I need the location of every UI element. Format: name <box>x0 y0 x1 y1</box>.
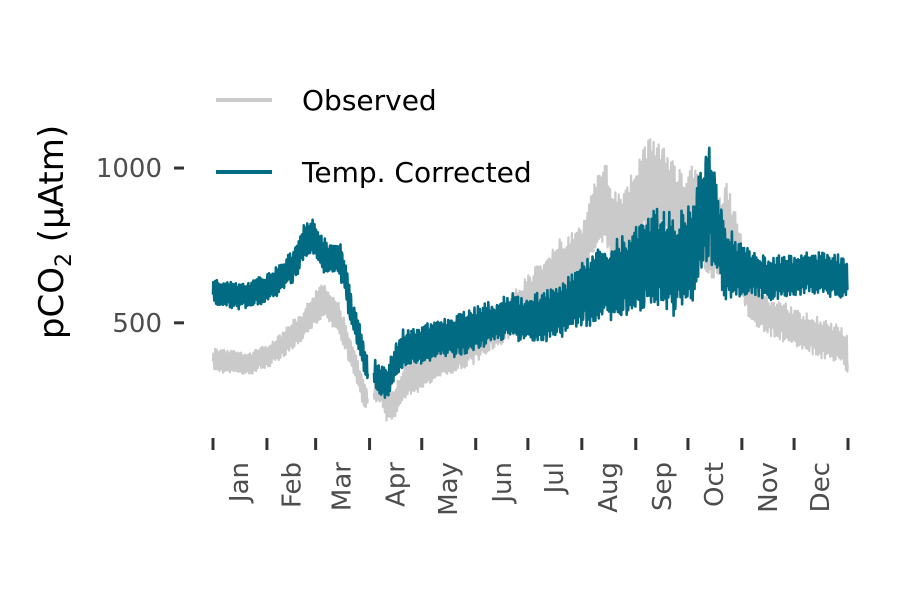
x-tick-label-jun: Jun <box>488 462 518 505</box>
x-axis: Jan Feb Mar Apr May Jun Jul Aug Sep Oct Nov Dec <box>211 438 850 516</box>
x-tick-label-apr: Apr <box>382 462 412 507</box>
x-tick-label-dec: Dec <box>806 462 836 512</box>
plot-series <box>211 138 849 422</box>
legend-label-2: Temp. Corrected <box>301 156 532 189</box>
x-tick-label-may: May <box>434 462 464 516</box>
legend-label-1: Observed <box>302 84 437 117</box>
x-tick-label-jul: Jul <box>540 462 570 495</box>
y-axis-title-unit: (μAtm) <box>32 125 72 253</box>
x-tick-label-aug: Aug <box>594 462 624 513</box>
y-tick-label: 1000 <box>96 154 162 184</box>
y-tick-label: 500 <box>112 309 162 339</box>
y-axis-title-subscript: 2 <box>52 253 77 267</box>
series-line-temp-corrected <box>211 146 849 399</box>
x-tick-label-jan: Jan <box>225 462 255 504</box>
x-tick-label-oct: Oct <box>700 462 730 507</box>
y-axis-title: pCO2 (μAtm) <box>32 125 77 339</box>
x-tick-label-mar: Mar <box>328 462 358 511</box>
x-tick-label-sep: Sep <box>648 462 678 511</box>
y-axis: 500 1000 <box>96 154 184 339</box>
x-tick-label-nov: Nov <box>754 462 784 513</box>
x-tick-label-feb: Feb <box>277 462 307 508</box>
legend: Observed Temp. Corrected <box>216 84 532 189</box>
y-axis-title-main: pCO <box>32 267 72 339</box>
